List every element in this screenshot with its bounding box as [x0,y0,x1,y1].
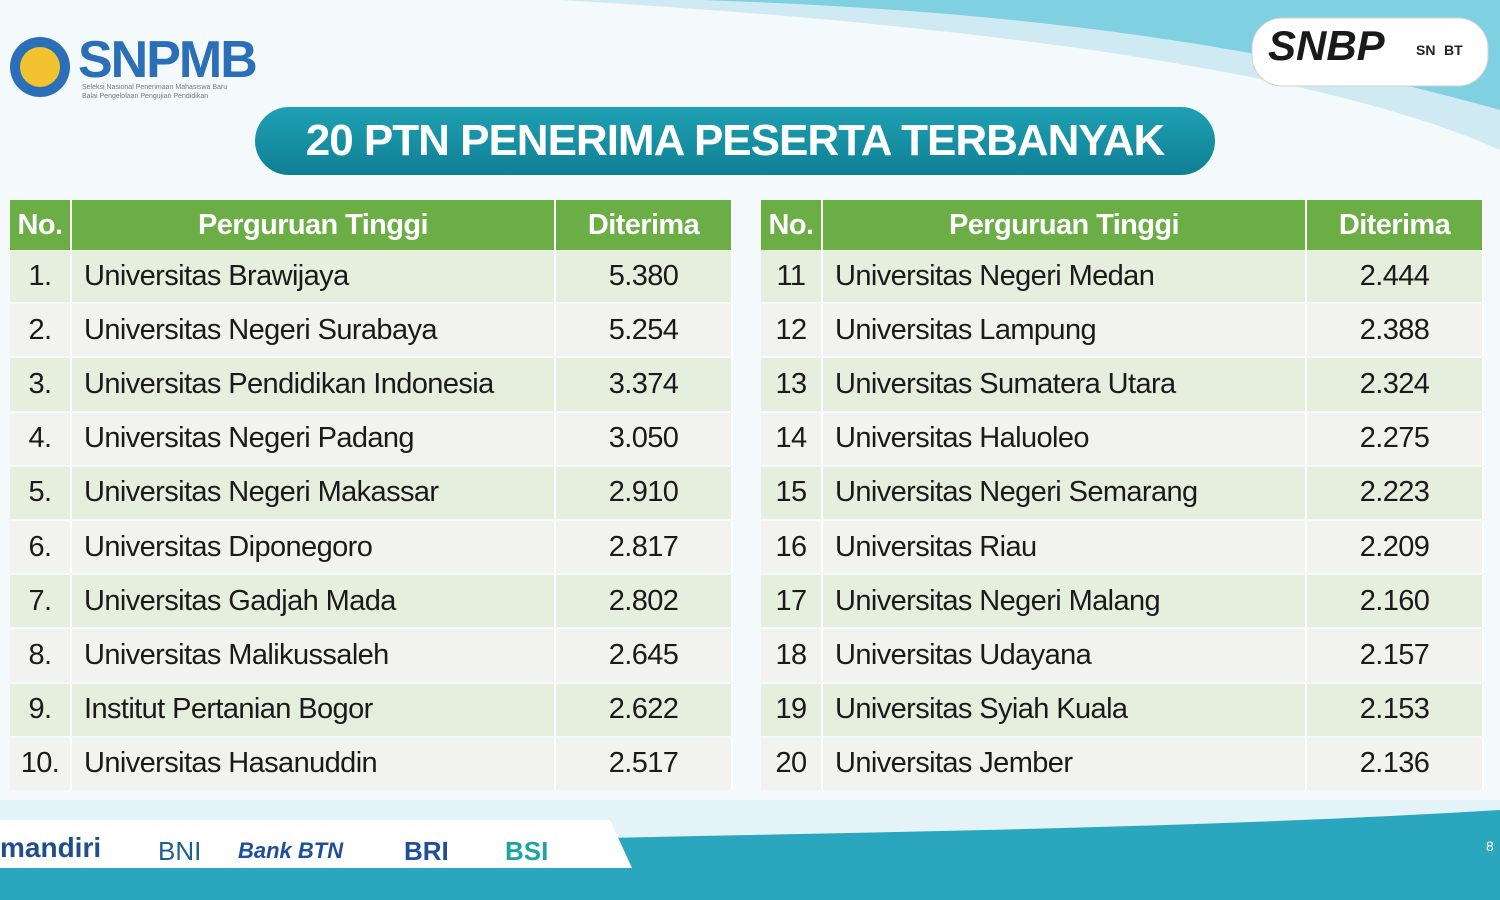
accepted: 2.160 [1307,575,1484,628]
rank: 17 [761,575,823,628]
university: Universitas Negeri Medan [823,250,1307,303]
rank: 3. [10,358,72,411]
badge: BT [1444,42,1463,58]
accepted: 5.380 [556,250,733,303]
university: Universitas Lampung [823,304,1307,357]
university: Universitas Jember [823,737,1307,790]
university: Universitas Negeri Semarang [823,466,1307,519]
university: Universitas Pendidikan Indonesia [72,358,556,411]
rank: 9. [10,683,72,736]
accepted: 2.817 [556,521,733,574]
page-number: 8 [1486,838,1494,854]
sponsor: BNI [158,836,202,866]
rank: 11 [761,250,823,303]
column-header: Diterima [556,200,733,250]
badge: SN [1416,42,1436,58]
sponsor: BSI [505,836,549,866]
university: Institut Pertanian Bogor [72,683,556,736]
column-header: No. [10,200,72,250]
accepted: 2.802 [556,575,733,628]
sponsor: mandiri [0,832,102,863]
university: Universitas Syiah Kuala [823,683,1307,736]
sponsor: Bank BTN [238,838,344,863]
rank: 10. [10,737,72,790]
accepted: 3.050 [556,412,733,465]
university: Universitas Udayana [823,629,1307,682]
university: Universitas Malikussaleh [72,629,556,682]
university: Universitas Gadjah Mada [72,575,556,628]
rank: 15 [761,466,823,519]
column-header: Perguruan Tinggi [72,200,556,250]
rank: 19 [761,683,823,736]
university: Universitas Diponegoro [72,521,556,574]
rank: 16 [761,521,823,574]
logo-subtitle: Seleksi Nasional Penerimaan Mahasiswa Ba… [82,84,228,91]
column-header: No. [761,200,823,250]
rank: 7. [10,575,72,628]
university: Universitas Riau [823,521,1307,574]
accepted: 2.153 [1307,683,1484,736]
badge: SNBP [1268,22,1385,69]
rank: 20 [761,737,823,790]
rank: 12 [761,304,823,357]
university: Universitas Brawijaya [72,250,556,303]
logo-name: SNPMB [78,31,258,89]
accepted: 2.209 [1307,521,1484,574]
rank: 6. [10,521,72,574]
accepted: 3.374 [556,358,733,411]
rank: 1. [10,250,72,303]
rank: 5. [10,466,72,519]
accepted: 2.910 [556,466,733,519]
university: Universitas Negeri Makassar [72,466,556,519]
column-header: Perguruan Tinggi [823,200,1307,250]
rank: 14 [761,412,823,465]
university: Universitas Negeri Padang [72,412,556,465]
rank: 4. [10,412,72,465]
accepted: 2.223 [1307,466,1484,519]
rank: 2. [10,304,72,357]
accepted: 2.444 [1307,250,1484,303]
university: Universitas Hasanuddin [72,737,556,790]
rank: 8. [10,629,72,682]
university: Universitas Negeri Malang [823,575,1307,628]
rank: 18 [761,629,823,682]
accepted: 2.157 [1307,629,1484,682]
university: Universitas Negeri Surabaya [72,304,556,357]
accepted: 2.645 [556,629,733,682]
accepted: 2.388 [1307,304,1484,357]
logo-subtitle: Balai Pengelolaan Pengujian Pendidikan [82,93,209,100]
accepted: 2.275 [1307,412,1484,465]
accepted: 5.254 [556,304,733,357]
accepted: 2.517 [556,737,733,790]
title: 20 PTN PENERIMA PESERTA TERBANYAK [255,107,1215,175]
column-header: Diterima [1307,200,1484,250]
rank: 13 [761,358,823,411]
university: Universitas Sumatera Utara [823,358,1307,411]
university: Universitas Haluoleo [823,412,1307,465]
accepted: 2.324 [1307,358,1484,411]
accepted: 2.136 [1307,737,1484,790]
accepted: 2.622 [556,683,733,736]
sponsor: BRI [404,836,449,866]
